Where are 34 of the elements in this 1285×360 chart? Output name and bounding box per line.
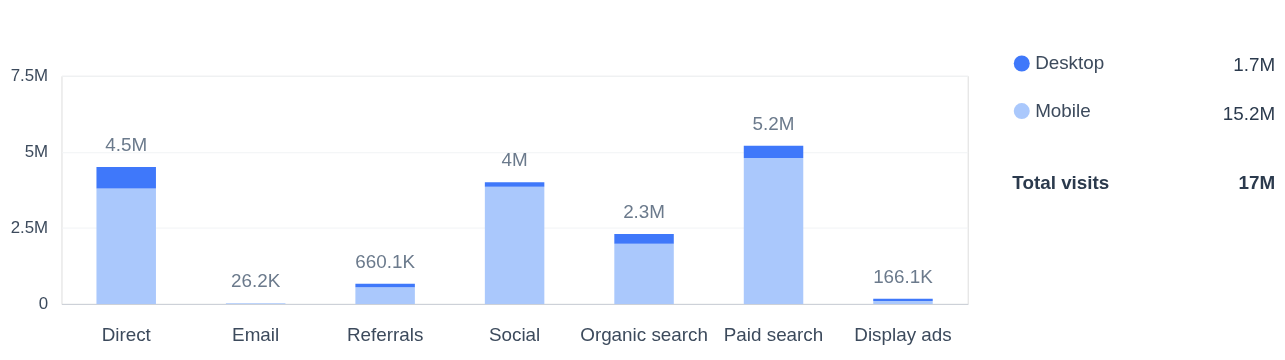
- bar: [743, 145, 804, 158]
- bar: [96, 167, 156, 189]
- y-tick-label: 2.5M: [10, 218, 49, 238]
- bar: [484, 186, 545, 304]
- bar: [614, 243, 674, 304]
- bar: [355, 283, 415, 288]
- text: Total visits: [1012, 171, 1110, 193]
- bar: [484, 182, 545, 187]
- bar: [355, 287, 415, 304]
- legend-label: Desktop: [1035, 52, 1105, 74]
- bar: [96, 188, 156, 304]
- text: 17M: [1238, 171, 1276, 193]
- y-tick-label: 5M: [24, 142, 49, 162]
- total-label: 26.2K: [231, 270, 281, 292]
- x-tick-label: Display ads: [854, 324, 952, 346]
- y-tick-label: 7.5M: [10, 66, 49, 86]
- total-label: 4M: [501, 149, 528, 171]
- x-tick-label: Social: [488, 324, 541, 346]
- y-tick-label: 0: [38, 294, 49, 314]
- text: 15.2M: [1222, 103, 1276, 125]
- total-label: 660.1K: [355, 250, 416, 272]
- x-tick-label: Referrals: [346, 324, 424, 346]
- x-tick-label: Paid search: [723, 324, 824, 346]
- total-label: 4.5M: [105, 134, 148, 156]
- total-label: 5.2M: [752, 112, 795, 134]
- x-tick-label: Email: [232, 324, 280, 346]
- x-tick-label: Direct: [101, 324, 152, 346]
- total-label: 166.1K: [873, 266, 934, 288]
- x-tick-label: Organic search: [580, 324, 708, 346]
- bar: [614, 233, 674, 244]
- total-label: 2.3M: [623, 201, 665, 223]
- bar: [743, 157, 804, 304]
- legend-label: Mobile: [1035, 100, 1091, 122]
- text: 1.7M: [1233, 53, 1276, 75]
